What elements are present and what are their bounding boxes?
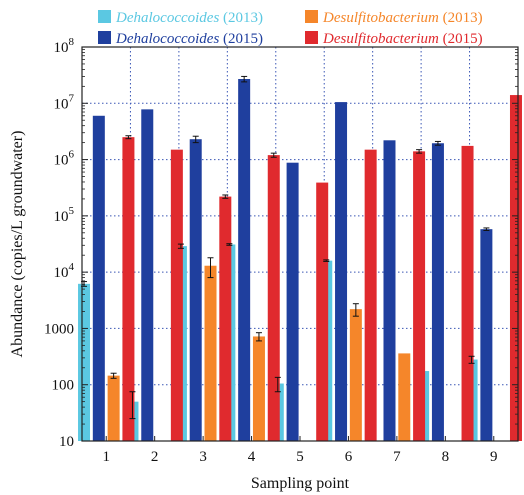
legend-swatch: [98, 31, 111, 44]
bar: [461, 145, 474, 442]
legend-label: Dehalococcoides (2013): [115, 10, 263, 26]
y-tick-label: 107: [54, 92, 75, 112]
bar: [92, 115, 105, 441]
y-tick-label: 105: [54, 205, 75, 225]
bar: [349, 309, 362, 441]
x-tick-label: 8: [442, 449, 450, 465]
y-tick-label: 100: [52, 378, 75, 394]
y-tick-labels: 10 100 1000 104 105 106 107 108: [44, 36, 75, 450]
bar: [219, 196, 232, 441]
x-tick-label: 7: [393, 449, 401, 465]
bar: [78, 283, 91, 441]
x-tick-label: 2: [151, 449, 159, 465]
bar: [316, 182, 329, 441]
legend-swatch: [98, 10, 111, 23]
bar: [141, 109, 154, 441]
bar: [286, 162, 299, 441]
axis-ticks: [82, 46, 518, 442]
bar: [383, 140, 396, 442]
x-axis-title: Sampling point: [251, 475, 350, 492]
bar: [204, 265, 217, 441]
bar: [122, 137, 135, 441]
bar: [252, 336, 265, 441]
legend-swatch: [305, 31, 318, 44]
legend: Dehalococcoides (2013) Dehalococcoides (2…: [98, 10, 483, 47]
bar: [364, 149, 377, 441]
legend-label: Dehalococcoides (2015): [115, 31, 263, 47]
bar: [413, 151, 426, 442]
x-tick-label: 4: [248, 449, 256, 465]
bar: [267, 155, 280, 441]
legend-label: Desulfitobacterium (2013): [322, 10, 483, 26]
bar: [170, 149, 183, 441]
x-tick-label: 9: [490, 449, 498, 465]
x-tick-label: 5: [296, 449, 304, 465]
y-tick-label: 10: [59, 434, 74, 450]
legend-swatch: [305, 10, 318, 23]
y-tick-label: 106: [54, 149, 75, 169]
bar: [189, 139, 202, 442]
bar: [107, 375, 120, 441]
legend-label: Desulfitobacterium (2015): [322, 31, 483, 47]
x-tick-label: 1: [102, 449, 110, 465]
bar: [509, 95, 522, 441]
x-tick-label: 3: [199, 449, 207, 465]
bar: [431, 143, 444, 441]
y-axis-title: Abundance (copies/L groundwater): [9, 131, 26, 358]
bar: [238, 79, 251, 441]
y-tick-label: 1000: [44, 321, 74, 337]
bars: [78, 79, 522, 442]
plot-area: [78, 46, 522, 442]
y-tick-label: 104: [54, 261, 75, 281]
x-tick-labels: 1 2 3 4 5 6 7 8 9: [102, 449, 497, 465]
bar: [398, 353, 411, 441]
x-tick-label: 6: [345, 449, 353, 465]
bar: [335, 102, 348, 442]
bar: [480, 229, 493, 441]
y-tick-label: 108: [54, 36, 75, 56]
